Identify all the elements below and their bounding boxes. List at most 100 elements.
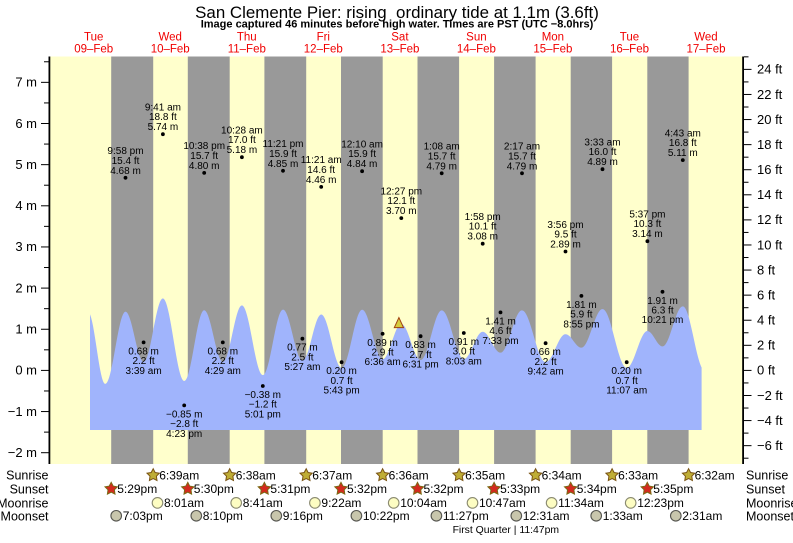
svg-text:3.0 ft: 3.0 ft [453,347,475,358]
svg-text:14–Feb: 14–Feb [457,44,496,56]
svg-text:17–Feb: 17–Feb [686,44,725,56]
svg-text:8 ft: 8 ft [757,262,775,277]
svg-text:4:23 pm: 4:23 pm [166,429,202,440]
svg-text:5:37 pm: 5:37 pm [629,210,665,221]
svg-text:5.9 ft: 5.9 ft [570,310,592,321]
svg-text:3.14 m: 3.14 m [632,229,663,240]
svg-text:15.9 ft: 15.9 ft [269,149,297,160]
svg-text:15.7 ft: 15.7 ft [508,151,536,162]
svg-text:10.1 ft: 10.1 ft [469,222,497,233]
svg-text:0.83 m: 0.83 m [405,340,436,351]
svg-text:Moonset: Moonset [746,509,793,523]
svg-text:8:03 am: 8:03 am [446,356,482,367]
svg-text:−2 m: −2 m [8,445,37,460]
svg-text:−0.85 m: −0.85 m [166,409,202,420]
svg-text:3 m: 3 m [15,239,37,254]
svg-text:Sunset: Sunset [10,482,49,496]
svg-text:5.18 m: 5.18 m [227,145,258,156]
svg-text:1.41 m: 1.41 m [485,316,516,327]
svg-text:6:37am: 6:37am [312,469,352,483]
svg-text:0 m: 0 m [15,363,37,378]
svg-text:3.70 m: 3.70 m [386,206,417,217]
svg-text:9:42 am: 9:42 am [528,367,564,378]
svg-text:4.79 m: 4.79 m [507,161,538,172]
svg-text:4.68 m: 4.68 m [110,166,141,177]
svg-text:1:58 pm: 1:58 pm [465,212,501,223]
svg-text:6:35am: 6:35am [465,469,505,483]
svg-text:2.2 ft: 2.2 ft [212,356,234,367]
svg-text:4.85 m: 4.85 m [268,159,299,170]
svg-text:Moonrise: Moonrise [0,496,49,510]
svg-text:9:16pm: 9:16pm [283,509,323,523]
svg-text:Sun: Sun [466,31,486,43]
svg-text:7 m: 7 m [15,75,37,90]
svg-text:5:43 pm: 5:43 pm [324,386,360,397]
svg-text:2:31am: 2:31am [682,509,722,523]
svg-text:9.5 ft: 9.5 ft [554,230,576,241]
svg-text:5:29pm: 5:29pm [117,482,157,496]
svg-text:5 m: 5 m [15,157,37,172]
svg-text:18 ft: 18 ft [757,137,783,152]
svg-text:11:07 am: 11:07 am [606,386,647,397]
svg-text:09–Feb: 09–Feb [74,44,113,56]
svg-text:10:04am: 10:04am [400,496,447,510]
svg-text:1:08 am: 1:08 am [424,142,460,153]
svg-text:6 m: 6 m [15,116,37,131]
svg-text:−6 ft: −6 ft [757,438,783,453]
svg-text:4.46 m: 4.46 m [306,175,337,186]
svg-text:5:32pm: 5:32pm [424,482,464,496]
svg-text:0.7 ft: 0.7 ft [616,376,638,387]
svg-text:4.6 ft: 4.6 ft [489,326,511,337]
svg-text:6.3 ft: 6.3 ft [651,306,673,317]
svg-text:15–Feb: 15–Feb [533,44,572,56]
svg-text:24 ft: 24 ft [757,62,783,77]
svg-text:5:35pm: 5:35pm [653,482,693,496]
svg-text:1.91 m: 1.91 m [647,296,678,307]
svg-text:12:27 pm: 12:27 pm [380,186,422,197]
svg-text:17.0 ft: 17.0 ft [228,135,256,146]
svg-text:4.84 m: 4.84 m [347,159,378,170]
svg-text:2 ft: 2 ft [757,338,775,353]
svg-text:5:33pm: 5:33pm [500,482,540,496]
svg-text:3:56 pm: 3:56 pm [547,220,583,231]
svg-text:Sunset: Sunset [746,482,785,496]
svg-text:−1.2 ft: −1.2 ft [249,400,277,411]
svg-text:22 ft: 22 ft [757,87,783,102]
svg-text:4.79 m: 4.79 m [426,161,457,172]
svg-text:9:41 am: 9:41 am [145,103,181,114]
svg-text:12.1 ft: 12.1 ft [387,196,415,207]
svg-text:11:21 am: 11:21 am [301,155,342,166]
svg-text:13–Feb: 13–Feb [380,44,419,56]
svg-text:Sunrise: Sunrise [746,469,788,483]
svg-text:2.9 ft: 2.9 ft [371,348,393,359]
svg-text:Tue: Tue [620,31,639,43]
svg-text:Sat: Sat [391,31,409,43]
svg-text:5.74 m: 5.74 m [148,122,179,133]
svg-text:0.66 m: 0.66 m [530,347,561,358]
svg-text:Fri: Fri [317,31,330,43]
svg-text:10:28 am: 10:28 am [221,126,263,137]
svg-text:10–Feb: 10–Feb [151,44,190,56]
svg-text:15.4 ft: 15.4 ft [112,156,140,167]
svg-text:20 ft: 20 ft [757,112,783,127]
svg-text:16 ft: 16 ft [757,162,783,177]
svg-text:6:36 am: 6:36 am [365,357,401,368]
svg-text:San Clemente Pier: rising ord: San Clemente Pier: rising ordinary tide … [195,3,599,22]
svg-text:4.80 m: 4.80 m [189,161,220,172]
svg-text:2:17 am: 2:17 am [504,142,540,153]
svg-text:Wed: Wed [694,31,717,43]
svg-text:−0.38 m: −0.38 m [245,390,281,401]
svg-text:5:31pm: 5:31pm [270,482,310,496]
svg-text:12:31am: 12:31am [523,509,570,523]
svg-text:Image captured 46 minutes befo: Image captured 46 minutes before high wa… [201,19,594,31]
svg-text:4:43 am: 4:43 am [665,128,701,139]
svg-text:6:33am: 6:33am [618,469,658,483]
svg-text:−1 m: −1 m [8,404,37,419]
svg-text:5:30pm: 5:30pm [194,482,234,496]
svg-text:2 m: 2 m [15,280,37,295]
svg-text:2.5 ft: 2.5 ft [291,352,313,363]
svg-text:−2 ft: −2 ft [757,388,783,403]
svg-text:10:47am: 10:47am [479,496,526,510]
svg-text:6:38am: 6:38am [236,469,276,483]
svg-text:9:22am: 9:22am [321,496,361,510]
